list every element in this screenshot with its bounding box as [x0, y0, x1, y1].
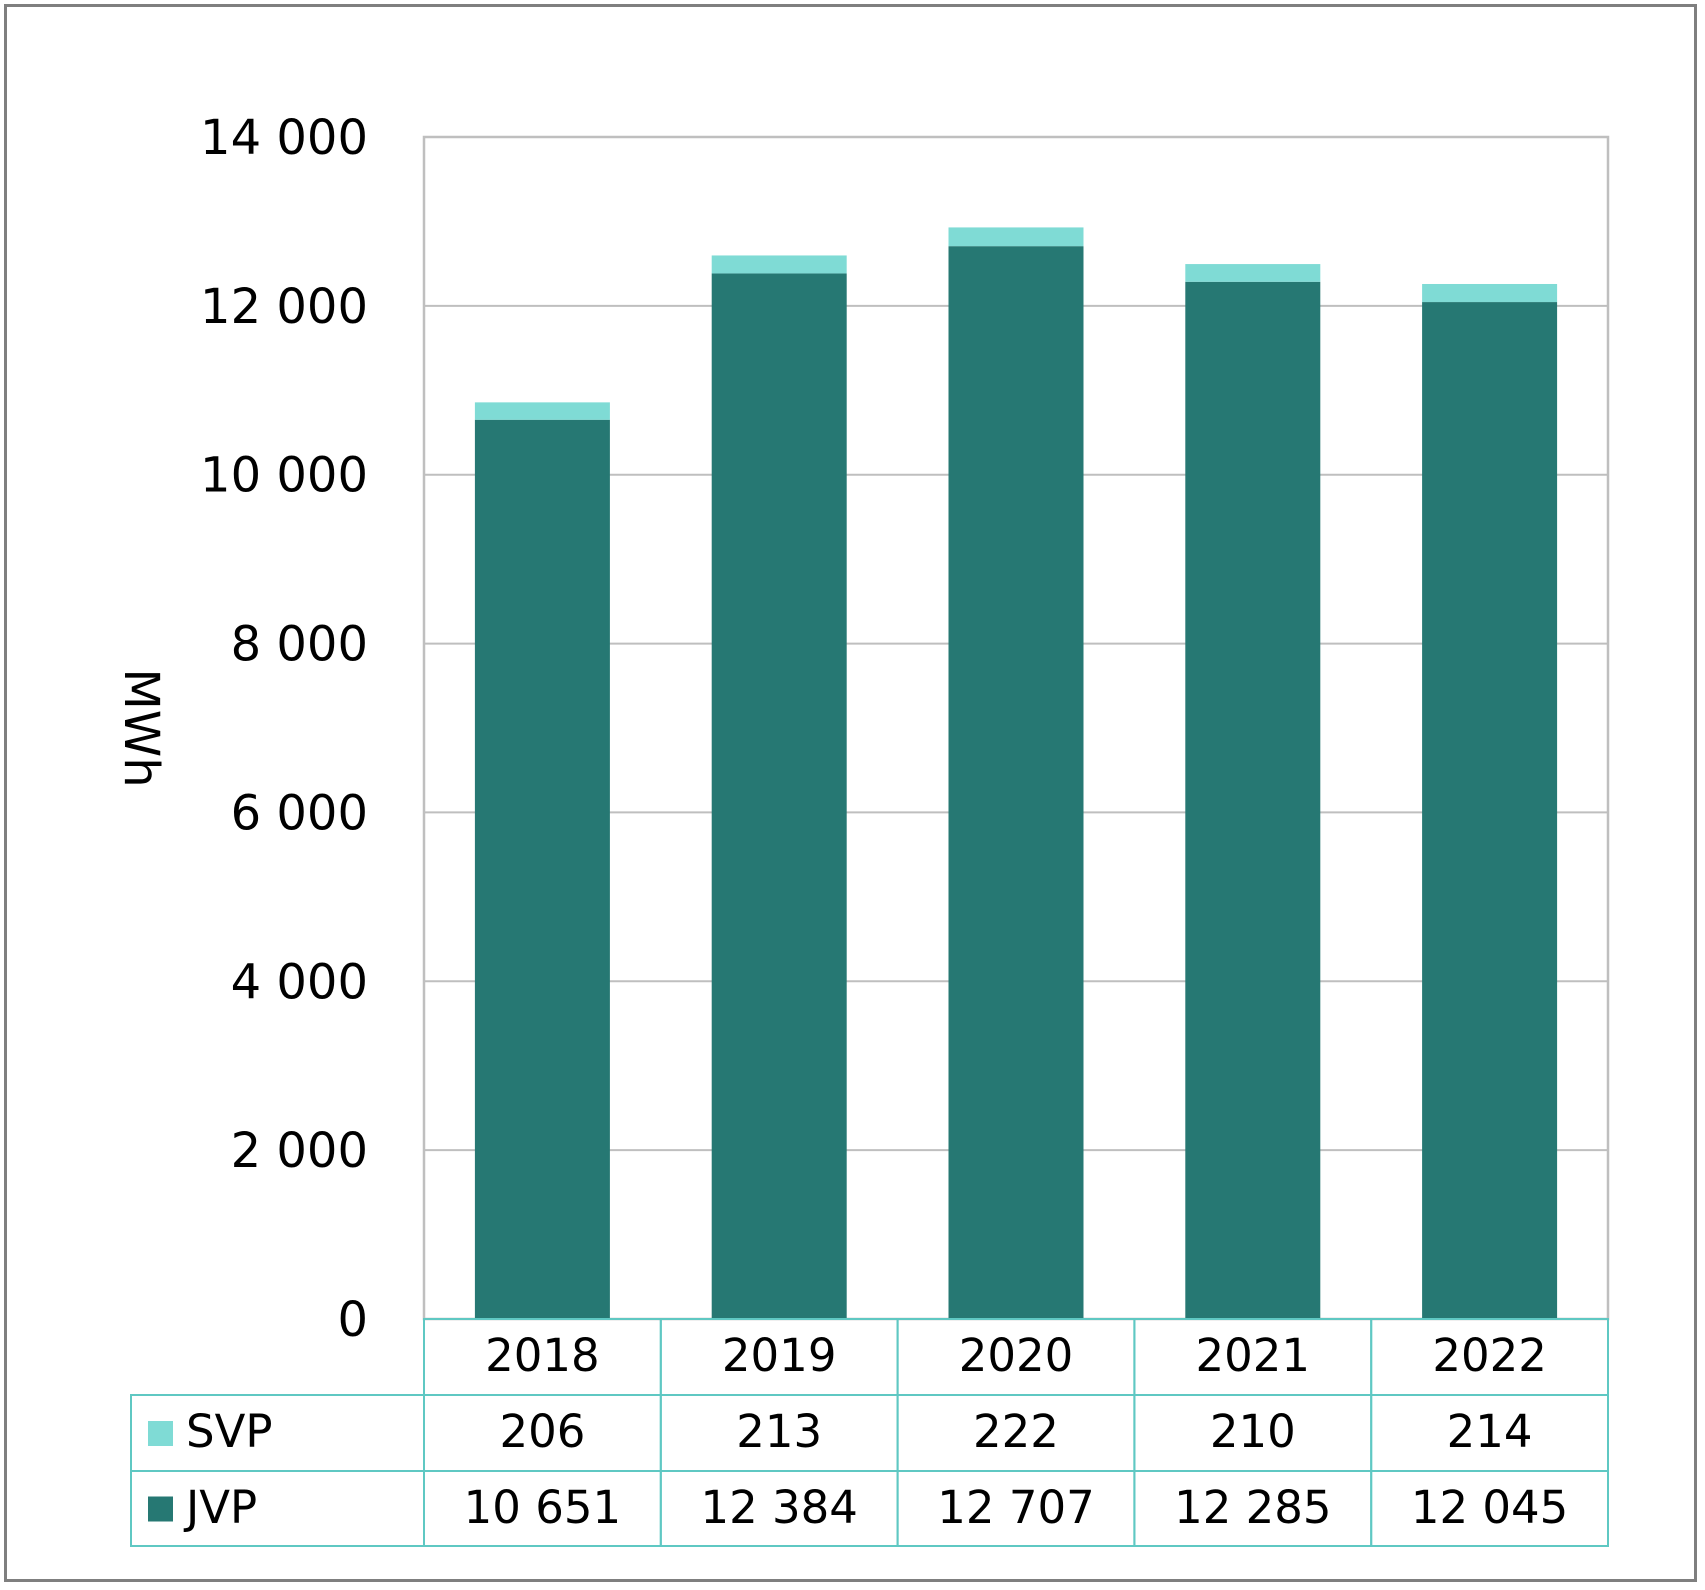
table-cell [130, 1394, 425, 1472]
y-axis-label: MWh [113, 668, 169, 787]
legend-label-jvp: JVP [183, 1481, 257, 1534]
legend-label-svp: SVP [186, 1405, 272, 1458]
data-label: 12 707 [937, 1481, 1094, 1534]
table-row: SVP 206 213 222 210 214 [130, 1394, 1609, 1472]
legend-swatch-svp [148, 1421, 173, 1446]
bar-jvp-2022 [1422, 302, 1558, 1319]
x-tick-label: 2020 [959, 1329, 1074, 1382]
y-tick-label: 14 000 [200, 110, 368, 166]
data-label: 206 [499, 1405, 585, 1458]
data-label: 222 [973, 1405, 1059, 1458]
bar-jvp-2018 [474, 419, 610, 1319]
table-cell [130, 1470, 425, 1547]
bar-svp-2022 [1422, 283, 1558, 303]
bar-svp-2021 [1185, 264, 1321, 282]
data-label: 12 285 [1174, 1481, 1331, 1534]
bars [474, 227, 1558, 1320]
data-label: 210 [1210, 1405, 1296, 1458]
data-label: 213 [736, 1405, 822, 1458]
table-header-row: 2018 2019 2020 2021 2022 [423, 1318, 1609, 1396]
legend-swatch-jvp [148, 1496, 173, 1522]
x-tick-label: 2021 [1196, 1329, 1311, 1382]
bar-svp-2018 [474, 402, 610, 420]
bar-svp-2020 [948, 227, 1084, 247]
table-row: JVP 10 651 12 384 12 707 12 285 12 045 [130, 1470, 1609, 1547]
bar-jvp-2021 [1185, 281, 1321, 1319]
bar-jvp-2020 [948, 246, 1084, 1319]
data-label: 214 [1447, 1405, 1533, 1458]
data-table: 2018 2019 2020 2021 2022 SVP 206 213 222 210 214 JV… [130, 1318, 1609, 1547]
bar-jvp-2019 [711, 273, 847, 1320]
x-tick-label: 2019 [722, 1329, 837, 1382]
bar-svp-2019 [711, 255, 847, 274]
data-label: 12 045 [1411, 1481, 1568, 1534]
y-tick-label: 10 000 [200, 448, 368, 504]
data-label: 10 651 [464, 1481, 621, 1534]
y-axis-ticks: 0 2 000 4 000 6 000 8 000 10 000 12 000 14 000 [200, 110, 368, 1348]
x-tick-label: 2018 [485, 1329, 600, 1382]
table-cell [1370, 1470, 1609, 1547]
y-tick-label: 0 [337, 1292, 368, 1348]
x-tick-label: 2022 [1432, 1329, 1547, 1382]
y-tick-label: 6 000 [231, 785, 368, 841]
data-label: 12 384 [700, 1481, 857, 1534]
y-tick-label: 12 000 [200, 279, 368, 335]
y-tick-label: 8 000 [231, 617, 368, 673]
y-tick-label: 4 000 [231, 954, 368, 1010]
y-tick-label: 2 000 [231, 1123, 368, 1179]
